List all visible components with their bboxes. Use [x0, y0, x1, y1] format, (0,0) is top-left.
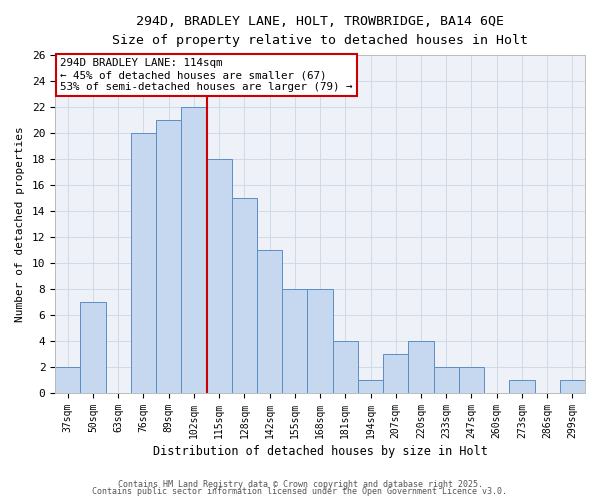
Bar — [156, 120, 181, 392]
Bar — [560, 380, 585, 392]
Bar — [206, 159, 232, 392]
Bar — [509, 380, 535, 392]
Bar — [332, 340, 358, 392]
Bar — [257, 250, 282, 392]
Bar — [434, 366, 459, 392]
Title: 294D, BRADLEY LANE, HOLT, TROWBRIDGE, BA14 6QE
Size of property relative to deta: 294D, BRADLEY LANE, HOLT, TROWBRIDGE, BA… — [112, 15, 528, 47]
Bar — [181, 107, 206, 393]
Bar — [459, 366, 484, 392]
X-axis label: Distribution of detached houses by size in Holt: Distribution of detached houses by size … — [152, 444, 488, 458]
Bar — [358, 380, 383, 392]
Y-axis label: Number of detached properties: Number of detached properties — [15, 126, 25, 322]
Bar — [55, 366, 80, 392]
Bar — [80, 302, 106, 392]
Bar — [307, 288, 332, 393]
Text: Contains public sector information licensed under the Open Government Licence v3: Contains public sector information licen… — [92, 488, 508, 496]
Bar — [409, 340, 434, 392]
Text: Contains HM Land Registry data © Crown copyright and database right 2025.: Contains HM Land Registry data © Crown c… — [118, 480, 482, 489]
Bar — [232, 198, 257, 392]
Text: 294D BRADLEY LANE: 114sqm
← 45% of detached houses are smaller (67)
53% of semi-: 294D BRADLEY LANE: 114sqm ← 45% of detac… — [61, 58, 353, 92]
Bar — [383, 354, 409, 393]
Bar — [282, 288, 307, 393]
Bar — [131, 133, 156, 392]
